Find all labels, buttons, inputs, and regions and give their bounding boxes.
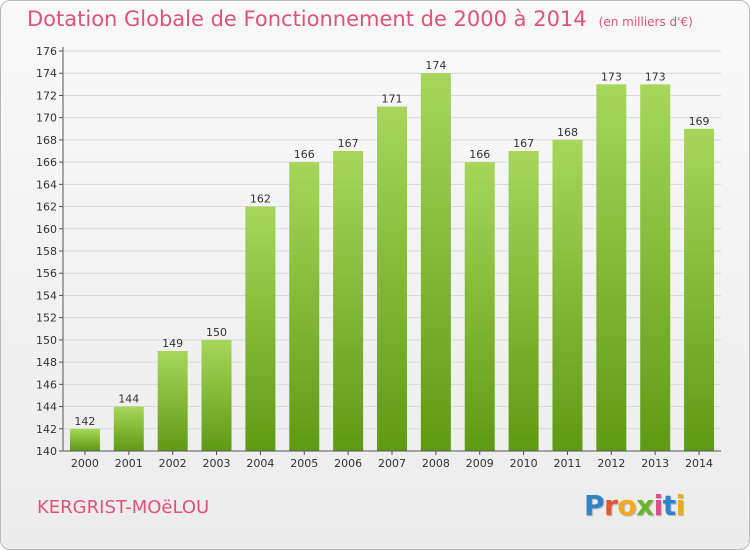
- data-label: 168: [557, 126, 578, 139]
- data-label: 169: [689, 115, 710, 128]
- y-tick-label: 144: [36, 401, 57, 414]
- chart-title: Dotation Globale de Fonctionnement de 20…: [27, 7, 693, 31]
- x-tick-label: 2000: [71, 457, 99, 470]
- bar: [157, 351, 188, 451]
- y-tick-label: 140: [36, 445, 57, 458]
- y-tick-label: 158: [36, 245, 57, 258]
- bar: [113, 406, 144, 451]
- bar: [333, 151, 364, 451]
- x-tick-label: 2007: [378, 457, 406, 470]
- y-tick-label: 142: [36, 423, 57, 436]
- x-tick-label: 2006: [334, 457, 362, 470]
- logo-letter: r: [604, 489, 618, 522]
- y-tick-label: 152: [36, 312, 57, 325]
- x-tick-label: 2009: [466, 457, 494, 470]
- proxiti-logo: Proxiti: [584, 489, 685, 522]
- bar: [464, 162, 495, 451]
- logo-letter: o: [617, 489, 637, 522]
- bar: [289, 162, 320, 451]
- data-label: 144: [118, 393, 139, 406]
- y-tick-label: 150: [36, 334, 57, 347]
- x-tick-label: 2011: [553, 457, 581, 470]
- bar: [552, 139, 583, 451]
- bar: [201, 339, 232, 451]
- bar: [69, 428, 100, 451]
- x-tick-label: 2013: [641, 457, 669, 470]
- title-unit: (en milliers d'€): [598, 15, 693, 29]
- data-label: 167: [338, 137, 359, 150]
- data-label: 142: [74, 415, 95, 428]
- y-tick-label: 156: [36, 267, 57, 280]
- y-tick-label: 176: [36, 45, 57, 58]
- y-tick-label: 146: [36, 378, 57, 391]
- logo-letter: i: [675, 489, 686, 522]
- logo-letter: t: [662, 489, 676, 522]
- data-label: 173: [645, 70, 666, 83]
- data-labels: 142 144 149 150 162 166 167 171 174 166 167 168 173 1…: [74, 59, 709, 428]
- data-label: 150: [206, 326, 227, 339]
- x-tick-label: 2012: [597, 457, 625, 470]
- data-label: 171: [382, 93, 403, 106]
- bar: [420, 73, 451, 451]
- data-label: 174: [425, 59, 446, 72]
- y-tick-label: 168: [36, 134, 57, 147]
- data-label: 167: [513, 137, 534, 150]
- data-label: 149: [162, 337, 183, 350]
- x-tick-label: 2014: [685, 457, 713, 470]
- bar: [245, 206, 276, 451]
- bars: [69, 73, 715, 452]
- data-label: 166: [469, 148, 490, 161]
- x-tick-label: 2003: [203, 457, 231, 470]
- bar: [508, 151, 539, 451]
- y-tick-label: 160: [36, 223, 57, 236]
- y-tick-label: 164: [36, 178, 57, 191]
- y-tick-label: 172: [36, 89, 57, 102]
- x-tick-label: 2005: [290, 457, 318, 470]
- x-tick-label: 2004: [246, 457, 274, 470]
- x-tick-label: 2002: [159, 457, 187, 470]
- commune-name: KERGRIST-MOëLOU: [37, 497, 210, 518]
- logo-letter: P: [584, 489, 605, 522]
- axes: 140 142 144 146 148 150 152 154 156 158 160 162 164 1…: [36, 45, 721, 470]
- data-label: 173: [601, 70, 622, 83]
- logo-letter: i: [653, 489, 664, 522]
- logo-letter: x: [636, 489, 654, 522]
- y-tick-label: 162: [36, 201, 57, 214]
- y-tick-label: 154: [36, 289, 57, 302]
- x-tick-label: 2008: [422, 457, 450, 470]
- bar: [684, 128, 715, 451]
- bar: [596, 84, 627, 451]
- bar: [377, 106, 407, 452]
- bar: [640, 84, 671, 451]
- data-label: 166: [294, 148, 315, 161]
- y-tick-label: 174: [36, 67, 57, 80]
- y-tick-label: 148: [36, 356, 57, 369]
- y-tick-label: 170: [36, 112, 57, 125]
- y-tick-label: 166: [36, 156, 57, 169]
- x-tick-label: 2010: [510, 457, 538, 470]
- title-main: Dotation Globale de Fonctionnement de 20…: [27, 7, 587, 31]
- x-tick-label: 2001: [115, 457, 143, 470]
- data-label: 162: [250, 193, 271, 206]
